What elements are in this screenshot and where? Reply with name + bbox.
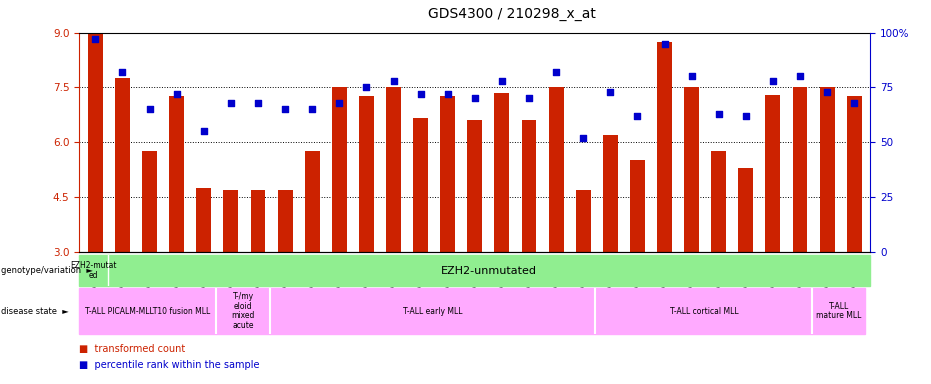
Text: genotype/variation  ►: genotype/variation ►: [1, 266, 93, 275]
Text: T-ALL PICALM-MLLT10 fusion MLL: T-ALL PICALM-MLLT10 fusion MLL: [85, 306, 210, 316]
Point: [792, 73, 807, 79]
Bar: [603, 135, 618, 252]
Bar: [88, 35, 102, 252]
Bar: [711, 151, 726, 252]
Point: [521, 95, 536, 101]
Bar: [169, 96, 184, 252]
Bar: [250, 190, 265, 252]
Point: [223, 99, 238, 106]
Bar: [847, 96, 862, 252]
Text: EZH2-mutat
ed: EZH2-mutat ed: [70, 262, 116, 280]
Point: [548, 69, 563, 75]
Point: [494, 78, 509, 84]
Bar: [304, 151, 319, 252]
Point: [304, 106, 319, 113]
Point: [603, 89, 618, 95]
Bar: [413, 118, 428, 252]
Point: [575, 135, 590, 141]
Point: [765, 78, 780, 84]
Bar: [684, 88, 699, 252]
Point: [88, 36, 102, 42]
Point: [386, 78, 401, 84]
Point: [413, 91, 428, 97]
Bar: [359, 96, 374, 252]
Text: T-/my
eloid
mixed
acute: T-/my eloid mixed acute: [232, 292, 255, 330]
Text: ■  transformed count: ■ transformed count: [79, 344, 185, 354]
Text: EZH2-unmutated: EZH2-unmutated: [441, 266, 537, 276]
Point: [331, 99, 346, 106]
Point: [277, 106, 292, 113]
Text: ■  percentile rank within the sample: ■ percentile rank within the sample: [79, 360, 260, 370]
Point: [630, 113, 645, 119]
Bar: [812, 288, 865, 334]
Point: [169, 91, 184, 97]
Bar: [223, 190, 238, 252]
Text: T-ALL early MLL: T-ALL early MLL: [403, 306, 463, 316]
Bar: [115, 78, 130, 252]
Point: [359, 84, 374, 91]
Bar: [575, 190, 590, 252]
Point: [196, 128, 211, 134]
Point: [250, 99, 265, 106]
Bar: [467, 120, 482, 252]
Bar: [270, 288, 596, 334]
Bar: [521, 120, 536, 252]
Point: [142, 106, 157, 113]
Bar: [765, 95, 780, 252]
Point: [440, 91, 455, 97]
Bar: [630, 161, 645, 252]
Bar: [657, 42, 672, 252]
Bar: [142, 151, 157, 252]
Point: [467, 95, 482, 101]
Point: [847, 99, 862, 106]
Bar: [277, 190, 292, 252]
Bar: [79, 255, 108, 286]
Point: [819, 89, 834, 95]
Text: GDS4300 / 210298_x_at: GDS4300 / 210298_x_at: [428, 7, 596, 21]
Bar: [216, 288, 270, 334]
Bar: [440, 96, 455, 252]
Bar: [596, 288, 812, 334]
Point: [657, 41, 672, 47]
Bar: [738, 168, 753, 252]
Bar: [386, 88, 401, 252]
Point: [738, 113, 753, 119]
Text: T-ALL cortical MLL: T-ALL cortical MLL: [669, 306, 738, 316]
Bar: [331, 88, 346, 252]
Bar: [494, 93, 509, 252]
Point: [684, 73, 699, 79]
Bar: [196, 188, 211, 252]
Text: T-ALL
mature MLL: T-ALL mature MLL: [816, 302, 861, 320]
Bar: [79, 288, 216, 334]
Bar: [792, 88, 807, 252]
Point: [711, 111, 726, 117]
Bar: [819, 88, 834, 252]
Point: [115, 69, 130, 75]
Text: disease state  ►: disease state ►: [1, 306, 69, 316]
Bar: [548, 88, 563, 252]
